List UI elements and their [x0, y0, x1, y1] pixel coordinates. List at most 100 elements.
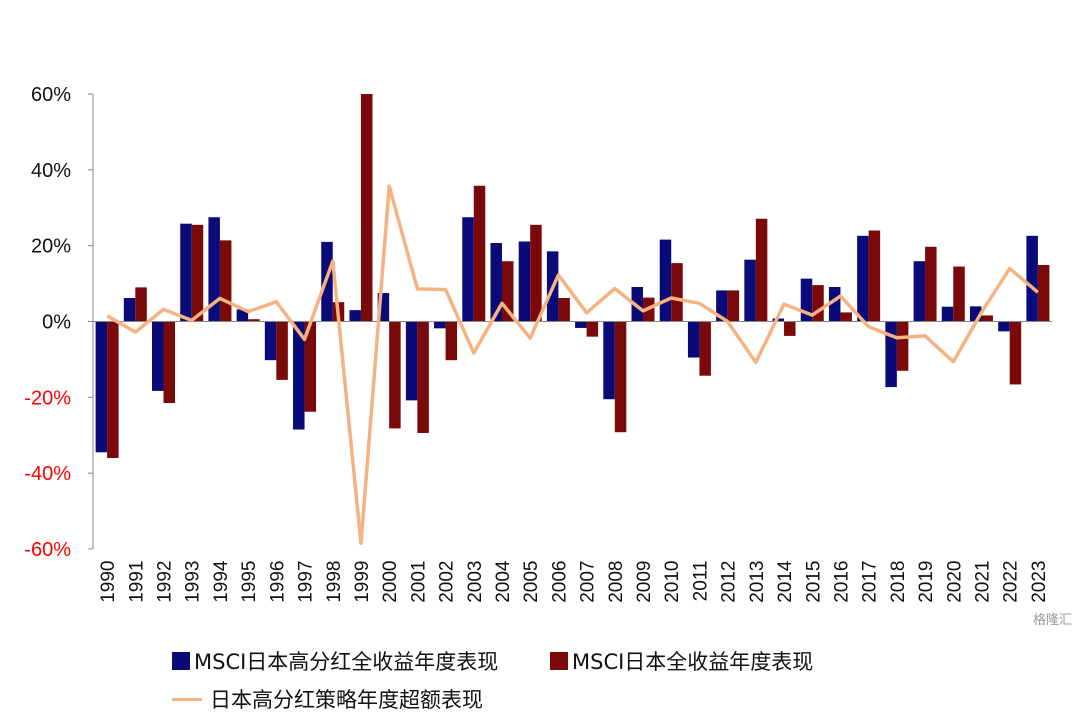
bar-high-dividend [264, 321, 277, 361]
bar-total [1009, 321, 1022, 385]
bar-total [473, 185, 486, 322]
bar-total [445, 321, 458, 361]
bar-total [953, 266, 965, 322]
bar-total [389, 321, 401, 429]
bar-high-dividend [95, 321, 108, 453]
y-tick-label: -20% [24, 387, 71, 409]
bar-high-dividend [998, 321, 1010, 332]
y-tick-label: 60% [31, 84, 71, 106]
bar-high-dividend [349, 310, 361, 322]
x-tick-label: 2002 [437, 561, 458, 603]
bar-total [558, 297, 570, 322]
x-tick-label: 2021 [973, 561, 994, 603]
chart: -60% -40% -20% 0% 20% 40% 60% 1990 1991 1992 1993 1… [24, 84, 1072, 712]
bar-high-dividend [659, 239, 672, 322]
x-tick-label: 2012 [719, 561, 740, 603]
bar-high-dividend [885, 321, 897, 388]
y-tick-label: -60% [24, 539, 71, 561]
bar-total [727, 290, 740, 322]
y-tick-label: 0% [42, 312, 71, 334]
bar-high-dividend [772, 318, 785, 322]
x-tick-label: 2004 [493, 560, 514, 603]
x-tick-label: 1995 [239, 561, 260, 603]
bar-total [896, 321, 909, 371]
y-tick-label: 40% [31, 160, 71, 182]
bar-high-dividend [152, 321, 164, 391]
x-tick-label: 2019 [916, 561, 937, 603]
bar-total [981, 315, 993, 322]
bar-high-dividend [575, 321, 587, 328]
bar-high-dividend [913, 261, 926, 322]
bar-total [191, 224, 204, 322]
x-tick-label: 1999 [352, 561, 373, 603]
bar-total [530, 224, 542, 322]
bar-high-dividend [123, 297, 136, 322]
bar-total [755, 218, 768, 322]
bar-total [812, 285, 824, 322]
bar-high-dividend [1026, 235, 1038, 322]
bar-high-dividend [208, 217, 220, 322]
x-tick-label: 2011 [690, 561, 711, 602]
x-tick-label: 2005 [521, 561, 542, 603]
x-tick-label: 2000 [380, 561, 401, 603]
bar-total [614, 321, 627, 433]
x-tick-label: 2014 [775, 560, 796, 603]
bar-high-dividend [236, 309, 249, 322]
x-tick-label: 1997 [296, 561, 317, 603]
legend-label-excess: 日本高分红策略年度超额表现 [210, 688, 483, 712]
bar-high-dividend [180, 223, 192, 322]
bar-high-dividend [405, 321, 418, 401]
bar-high-dividend [716, 290, 728, 322]
x-tick-label: 1990 [98, 561, 119, 603]
bar-total [276, 321, 288, 380]
x-tick-label: 2008 [606, 561, 627, 603]
x-tick-label: 2023 [1029, 561, 1050, 603]
bar-total [1037, 265, 1050, 322]
x-tick-label: 2020 [944, 561, 965, 603]
bar-total [784, 321, 796, 336]
x-tick-label: 2003 [465, 561, 486, 603]
x-tick-label: 2016 [832, 561, 853, 603]
watermark: 格隆汇 [1032, 613, 1072, 628]
bar-high-dividend [434, 321, 446, 329]
bar-total [360, 94, 373, 322]
bar-high-dividend [941, 306, 954, 322]
bar-total [840, 312, 852, 322]
x-tick-label: 1993 [183, 561, 204, 603]
bar-total [163, 321, 176, 404]
bar-total [219, 240, 232, 322]
y-tick-label: -40% [24, 463, 71, 485]
chart-svg: -60% -40% -20% 0% 20% 40% 60% 1990 1991 1992 1993 1… [24, 84, 1052, 603]
bar-high-dividend [687, 321, 700, 358]
bar-high-dividend [828, 286, 841, 322]
bar-high-dividend [744, 259, 756, 322]
x-tick-label: 2013 [747, 561, 768, 603]
bar-high-dividend [462, 217, 474, 322]
legend-item-high-dividend: MSCI日本高分红全收益年度表现 [172, 646, 498, 676]
x-tick-label: 2006 [549, 561, 570, 603]
excess-return-line [106, 184, 1040, 546]
bar-total [304, 321, 317, 412]
bar-total [501, 261, 514, 322]
bar-total [107, 321, 119, 458]
bar-total [868, 230, 881, 322]
bar-total [671, 263, 683, 322]
bar-high-dividend [293, 321, 305, 430]
x-tick-label: 2010 [662, 561, 683, 603]
x-tick-label: 2009 [634, 561, 655, 603]
bar-total [586, 321, 599, 337]
legend-label-high-dividend: MSCI日本高分红全收益年度表现 [194, 650, 499, 674]
x-tick-label: 1991 [126, 561, 147, 603]
x-tick-label: 2001 [408, 561, 429, 603]
bar-total [135, 287, 147, 322]
legend-swatch-total [550, 652, 568, 670]
legend-item-total: MSCI日本全收益年度表现 [550, 646, 813, 676]
legend-label-total: MSCI日本全收益年度表现 [572, 650, 814, 674]
x-tick-label: 2022 [1001, 561, 1022, 603]
x-tick-label: 2017 [860, 561, 881, 603]
legend-item-excess: 日本高分红策略年度超额表现 [172, 684, 483, 714]
bar-high-dividend [377, 293, 390, 322]
bar-high-dividend [969, 306, 982, 322]
bar-high-dividend [603, 321, 615, 400]
x-tick-label: 2007 [578, 561, 599, 603]
